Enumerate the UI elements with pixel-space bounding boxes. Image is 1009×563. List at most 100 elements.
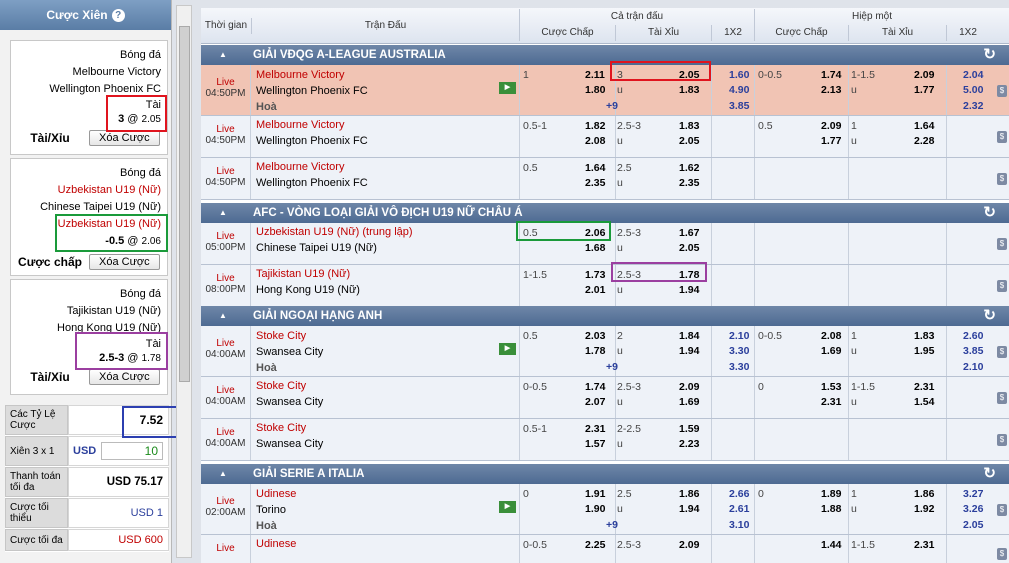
ou-odds-over[interactable]: 2.05	[679, 69, 700, 81]
home-team[interactable]: Udinese	[256, 538, 297, 550]
sbtn-icon[interactable]: $	[997, 346, 1007, 358]
half-ou-odds-under[interactable]: 1.92	[914, 503, 935, 515]
home-team[interactable]: Stoke City	[256, 330, 307, 342]
x12-draw[interactable]: 3.30	[729, 361, 750, 373]
half-x12-away[interactable]: 3.26	[963, 503, 984, 515]
league-header[interactable]: ▲ GIẢI NGOẠI HẠNG ANH ↻	[201, 306, 1009, 326]
slip-scrollbar[interactable]	[176, 5, 192, 558]
refresh-icon[interactable]: ↻	[983, 465, 996, 482]
half-x12-draw[interactable]: 2.10	[963, 361, 984, 373]
home-team[interactable]: Melbourne Victory	[256, 161, 345, 173]
away-team[interactable]: Swansea City	[256, 396, 324, 408]
ou-odds-under[interactable]: 1.94	[679, 503, 700, 515]
handicap-odds-home[interactable]: 2.11	[585, 69, 605, 81]
half-handicap-odds-away[interactable]: 2.31	[821, 396, 842, 408]
handicap-odds-away[interactable]: 2.07	[585, 396, 606, 408]
half-handicap-odds-away[interactable]: 1.88	[821, 503, 842, 515]
sbtn-icon[interactable]: $	[997, 131, 1007, 143]
ou-odds-over[interactable]: 1.78	[679, 269, 700, 281]
home-team[interactable]: Tajikistan U19 (Nữ)	[256, 268, 351, 280]
half-handicap-odds-home[interactable]: 1.89	[821, 488, 842, 500]
handicap-odds-home[interactable]: 1.91	[585, 488, 606, 500]
away-team[interactable]: Torino	[256, 504, 286, 516]
half-handicap-odds-home[interactable]: 1.44	[821, 539, 842, 551]
help-icon[interactable]: ?	[111, 8, 125, 22]
x12-away[interactable]: 4.90	[729, 84, 750, 96]
refresh-icon[interactable]: ↻	[983, 307, 996, 324]
remove-bet-button[interactable]: Xóa Cược	[89, 369, 160, 385]
refresh-icon[interactable]: ↻	[983, 204, 996, 221]
x12-draw[interactable]: 3.85	[729, 100, 750, 112]
x12-home[interactable]: 2.10	[729, 330, 750, 342]
half-handicap-odds-away[interactable]: 1.77	[821, 135, 842, 147]
handicap-odds-away[interactable]: 1.57	[585, 438, 606, 450]
handicap-odds-home[interactable]: 2.31	[585, 423, 606, 435]
half-x12-home[interactable]: 2.60	[963, 330, 984, 342]
ou-odds-under[interactable]: 1.83	[679, 84, 700, 96]
sbtn-icon[interactable]: $	[997, 548, 1007, 560]
ou-odds-under[interactable]: 2.05	[679, 242, 700, 254]
live-stream-icon[interactable]: ▶	[499, 82, 516, 94]
sbtn-icon[interactable]: $	[997, 85, 1007, 97]
remove-bet-button[interactable]: Xóa Cược	[89, 130, 160, 146]
handicap-odds-away[interactable]: 2.01	[585, 284, 606, 296]
away-team[interactable]: Wellington Phoenix FC	[256, 85, 368, 97]
half-ou-odds-over[interactable]: 2.31	[914, 381, 935, 393]
half-ou-odds-over[interactable]: 1.83	[914, 330, 935, 342]
home-team[interactable]: Stoke City	[256, 380, 307, 392]
scrollbar-thumb[interactable]	[179, 26, 190, 382]
half-ou-odds-under[interactable]: 1.54	[914, 396, 935, 408]
half-ou-odds-under[interactable]: 1.77	[914, 84, 935, 96]
handicap-odds-away[interactable]: 1.90	[585, 503, 606, 515]
half-handicap-odds-home[interactable]: 2.08	[821, 330, 842, 342]
ou-odds-over[interactable]: 1.59	[679, 423, 700, 435]
ou-odds-over[interactable]: 1.86	[679, 488, 700, 500]
handicap-odds-home[interactable]: 1.74	[585, 381, 606, 393]
ou-odds-over[interactable]: 1.62	[679, 162, 700, 174]
ou-odds-under[interactable]: 2.23	[679, 438, 700, 450]
away-team[interactable]: Chinese Taipei U19 (Nữ)	[256, 242, 377, 254]
half-handicap-odds-home[interactable]: 1.53	[821, 381, 842, 393]
x12-draw[interactable]: 3.10	[729, 519, 750, 531]
home-team[interactable]: Udinese	[256, 488, 297, 500]
half-ou-odds-over[interactable]: 2.09	[914, 69, 935, 81]
away-team[interactable]: Hong Kong U19 (Nữ)	[256, 284, 360, 296]
ou-odds-under[interactable]: 2.35	[679, 177, 700, 189]
half-ou-odds-over[interactable]: 1.64	[914, 120, 935, 132]
away-team[interactable]: Swansea City	[256, 346, 324, 358]
half-ou-odds-under[interactable]: 2.28	[914, 135, 935, 147]
ou-odds-under[interactable]: 1.94	[679, 345, 700, 357]
half-handicap-odds-home[interactable]: 1.74	[821, 69, 842, 81]
handicap-odds-home[interactable]: 1.64	[585, 162, 606, 174]
live-stream-icon[interactable]: ▶	[499, 501, 516, 513]
collapse-icon[interactable]: ▲	[219, 50, 227, 59]
stake-input[interactable]: 10	[101, 442, 163, 460]
league-header[interactable]: ▲ GIẢI VĐQG A-LEAGUE AUSTRALIA ↻	[201, 45, 1009, 65]
half-handicap-odds-away[interactable]: 1.69	[821, 345, 842, 357]
handicap-odds-home[interactable]: 2.06	[585, 227, 606, 239]
ou-odds-over[interactable]: 1.67	[679, 227, 700, 239]
half-handicap-odds-away[interactable]: 2.13	[821, 84, 842, 96]
ou-odds-over[interactable]: 1.83	[679, 120, 700, 132]
more-markets-link[interactable]: +9	[606, 100, 618, 112]
league-header[interactable]: ▲ GIẢI SERIE A ITALIA ↻	[201, 464, 1009, 484]
handicap-odds-away[interactable]: 1.80	[585, 84, 606, 96]
half-ou-odds-over[interactable]: 2.31	[914, 539, 935, 551]
handicap-odds-away[interactable]: 1.68	[585, 242, 606, 254]
sbtn-icon[interactable]: $	[997, 434, 1007, 446]
handicap-odds-home[interactable]: 2.25	[585, 539, 606, 551]
x12-away[interactable]: 3.30	[729, 345, 750, 357]
sbtn-icon[interactable]: $	[997, 238, 1007, 250]
more-markets-link[interactable]: +9	[606, 519, 618, 531]
handicap-odds-home[interactable]: 2.03	[585, 330, 606, 342]
sbtn-icon[interactable]: $	[997, 280, 1007, 292]
collapse-icon[interactable]: ▲	[219, 311, 227, 320]
refresh-icon[interactable]: ↻	[983, 46, 996, 63]
away-team[interactable]: Wellington Phoenix FC	[256, 177, 368, 189]
half-x12-draw[interactable]: 2.05	[963, 519, 984, 531]
half-x12-home[interactable]: 3.27	[963, 488, 984, 500]
collapse-icon[interactable]: ▲	[219, 469, 227, 478]
half-handicap-odds-home[interactable]: 2.09	[821, 120, 842, 132]
sbtn-icon[interactable]: $	[997, 173, 1007, 185]
handicap-odds-away[interactable]: 1.78	[585, 345, 606, 357]
